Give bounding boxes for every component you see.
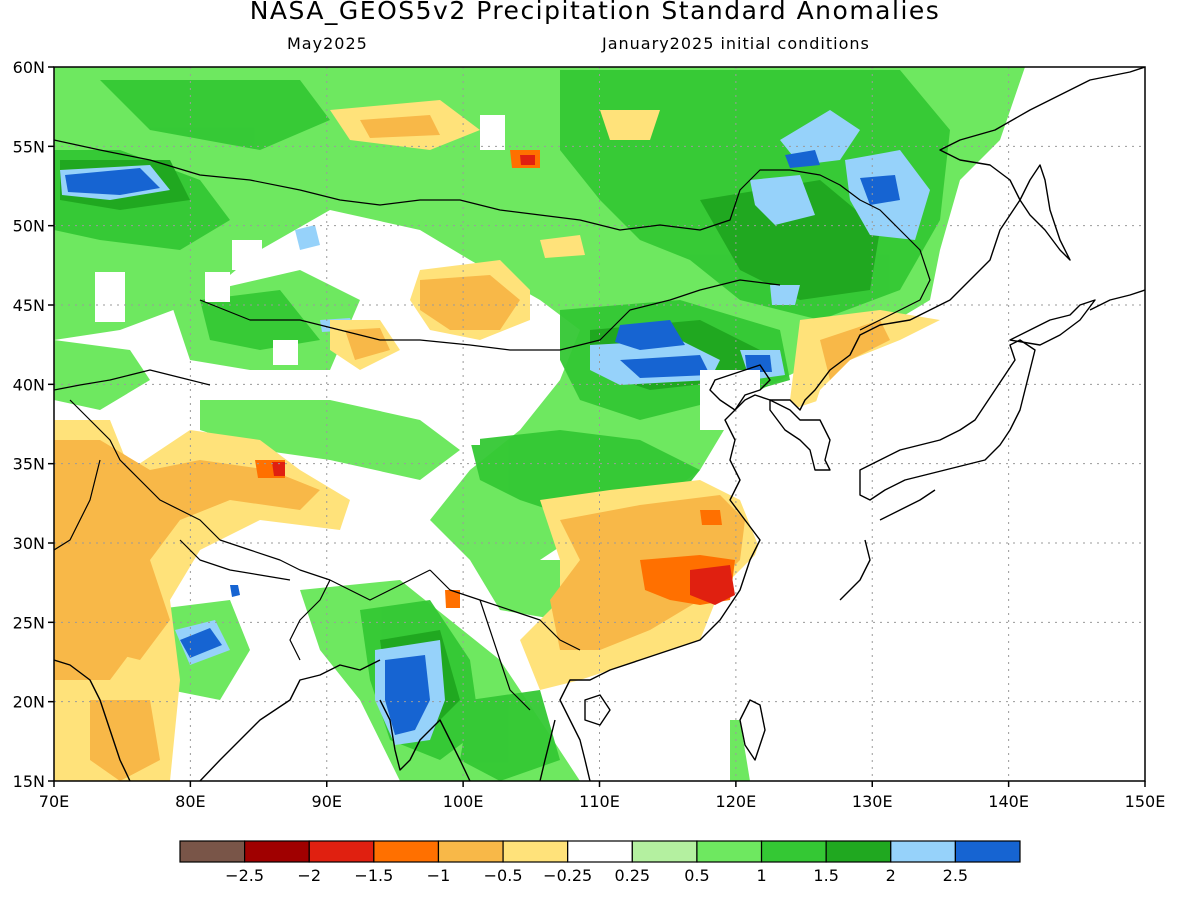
lon-tick-label: 120E	[716, 792, 757, 811]
colorbar-label: 2.5	[943, 866, 968, 885]
lat-tick-label: 60N	[13, 58, 45, 77]
valid-month-label: May2025	[287, 34, 368, 53]
lon-tick-label: 80E	[175, 792, 205, 811]
lat-tick-label: 25N	[13, 613, 45, 632]
colorbar-label: −1	[427, 866, 451, 885]
lon-axis: 70E 80E 90E 100E 110E 120E 130E 140E 150E	[39, 781, 1166, 811]
colorbar-swatch	[954, 840, 1021, 863]
colorbar: −2.5 −2 −1.5 −1 −0.5 −0.25 0.25 0.5 1 1.5 2 2.5	[179, 840, 1021, 885]
colorbar-label: −0.25	[543, 866, 592, 885]
colorbar-swatch	[696, 840, 763, 863]
lat-axis: 15N 20N 25N 30N 35N 40N 45N 50N 55N 60N	[13, 58, 54, 791]
lon-tick-label: 90E	[312, 792, 342, 811]
lon-tick-label: 70E	[39, 792, 69, 811]
colorbar-swatch	[308, 840, 375, 863]
lon-tick-label: 150E	[1125, 792, 1166, 811]
lat-tick-label: 45N	[13, 296, 45, 315]
anomaly-field	[54, 67, 1145, 781]
colorbar-swatch	[631, 840, 698, 863]
colorbar-swatch	[567, 840, 633, 863]
colorbar-swatch	[179, 840, 246, 863]
border-layer	[54, 139, 931, 711]
colorbar-label: 2	[886, 866, 896, 885]
lat-tick-label: 35N	[13, 455, 45, 474]
colorbar-swatch	[760, 840, 827, 863]
colorbar-swatch	[502, 840, 569, 863]
colorbar-label: 0.25	[614, 866, 650, 885]
colorbar-label: −2	[297, 866, 321, 885]
colorbar-label: −0.5	[484, 866, 523, 885]
colorbar-swatch	[890, 840, 956, 863]
lon-tick-label: 140E	[988, 792, 1029, 811]
lon-tick-label: 100E	[443, 792, 484, 811]
gridlines	[54, 67, 1145, 781]
lat-tick-label: 15N	[13, 772, 45, 791]
lat-tick-label: 40N	[13, 375, 45, 394]
lon-tick-label: 130E	[852, 792, 893, 811]
coastline-layer	[54, 67, 1145, 781]
lat-tick-label: 30N	[13, 534, 45, 553]
colorbar-swatch	[244, 840, 310, 863]
lat-tick-label: 50N	[13, 217, 45, 236]
lat-tick-label: 55N	[13, 137, 45, 156]
colorbar-label: 1.5	[813, 866, 838, 885]
colorbar-label: −2.5	[225, 866, 264, 885]
colorbar-label: −1.5	[354, 866, 393, 885]
colorbar-label: 1	[756, 866, 766, 885]
lon-tick-label: 110E	[579, 792, 620, 811]
colorbar-swatch	[437, 840, 504, 863]
colorbar-swatch	[373, 840, 440, 863]
lat-tick-label: 20N	[13, 693, 45, 712]
init-conditions-label: January2025 initial conditions	[602, 34, 870, 53]
colorbar-label: 0.5	[684, 866, 709, 885]
colorbar-swatch	[825, 840, 892, 863]
map-title: NASA_GEOS5v2 Precipitation Standard Anom…	[249, 0, 941, 25]
